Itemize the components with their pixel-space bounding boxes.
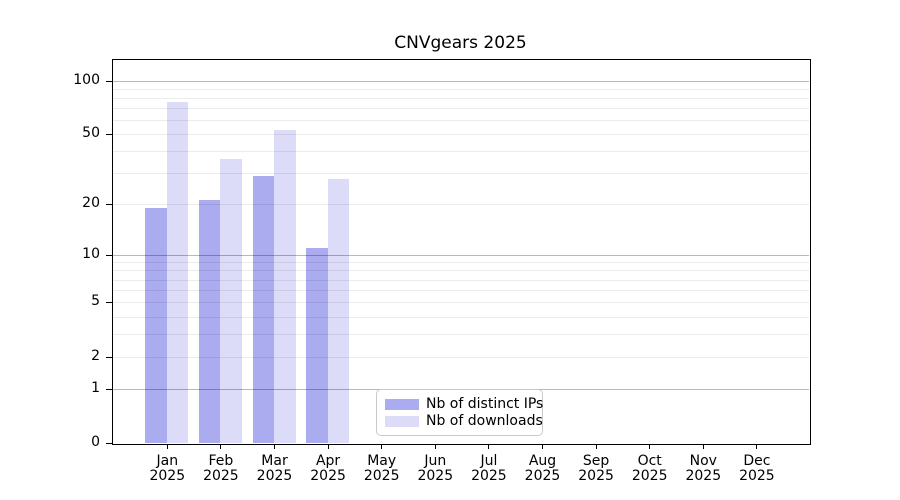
x-tick-label: Apr 2025	[296, 454, 360, 484]
x-tick-year: 2025	[471, 468, 507, 484]
x-tick-month: Nov	[689, 453, 717, 469]
y-tick-label: 100	[73, 71, 100, 88]
x-tick-month: Jan	[156, 453, 179, 469]
y-tick-label: 20	[82, 194, 100, 211]
x-tick-year: 2025	[310, 468, 346, 484]
y-tick-label: 2	[91, 347, 100, 364]
x-tick-label: Nov 2025	[671, 454, 735, 484]
legend-item: Nb of distinct IPs	[385, 396, 544, 412]
plot-area-border	[112, 59, 811, 445]
x-tick-year: 2025	[363, 468, 400, 484]
legend: Nb of distinct IPs Nb of downloads	[376, 389, 543, 436]
y-tick-label: 1	[91, 379, 100, 396]
y-tick-label: 10	[82, 245, 100, 262]
chart-title: CNVgears 2025	[394, 33, 527, 53]
x-tick-label: Feb 2025	[189, 454, 253, 484]
x-tick-label: Jun 2025	[403, 454, 467, 484]
x-tick-year: 2025	[524, 468, 561, 484]
x-tick-year: 2025	[256, 468, 293, 484]
x-tick-year: 2025	[417, 468, 454, 484]
x-tick-month: Oct	[637, 453, 662, 469]
x-tick-label: Oct 2025	[618, 454, 682, 484]
x-tick-label: Dec 2025	[725, 454, 789, 484]
legend-item: Nb of downloads	[385, 413, 543, 429]
x-tick-label: May 2025	[350, 454, 414, 484]
x-tick-label: Sep 2025	[564, 454, 628, 484]
y-tick-label: 50	[82, 125, 100, 142]
x-tick-month: Mar	[261, 453, 288, 469]
y-tick-label: 0	[91, 434, 100, 450]
x-tick-month: Aug	[528, 453, 557, 469]
x-tick-month: Dec	[743, 453, 771, 469]
x-tick-year: 2025	[203, 468, 239, 484]
x-tick-year: 2025	[578, 468, 614, 484]
x-tick-label: Mar 2025	[243, 454, 307, 484]
y-tick-label: 5	[91, 293, 100, 310]
x-tick-month: Sep	[582, 453, 610, 469]
x-tick-label: Jan 2025	[135, 454, 199, 484]
x-tick-year: 2025	[631, 468, 668, 484]
legend-label: Nb of distinct IPs	[426, 396, 544, 412]
x-tick-month: Feb	[208, 453, 234, 469]
x-tick-label: Jul 2025	[457, 454, 521, 484]
x-tick-year: 2025	[739, 468, 775, 484]
x-tick-month: Jun	[424, 453, 447, 469]
x-tick-month: Apr	[315, 453, 341, 469]
x-tick-year: 2025	[149, 468, 186, 484]
legend-label: Nb of downloads	[426, 413, 543, 429]
legend-swatch-distinct-ips	[385, 398, 419, 410]
x-tick-label: Aug 2025	[511, 454, 575, 484]
x-tick-year: 2025	[685, 468, 722, 484]
x-tick-month: Jul	[480, 453, 498, 469]
legend-swatch-downloads	[385, 415, 419, 427]
x-tick-month: May	[367, 453, 397, 469]
